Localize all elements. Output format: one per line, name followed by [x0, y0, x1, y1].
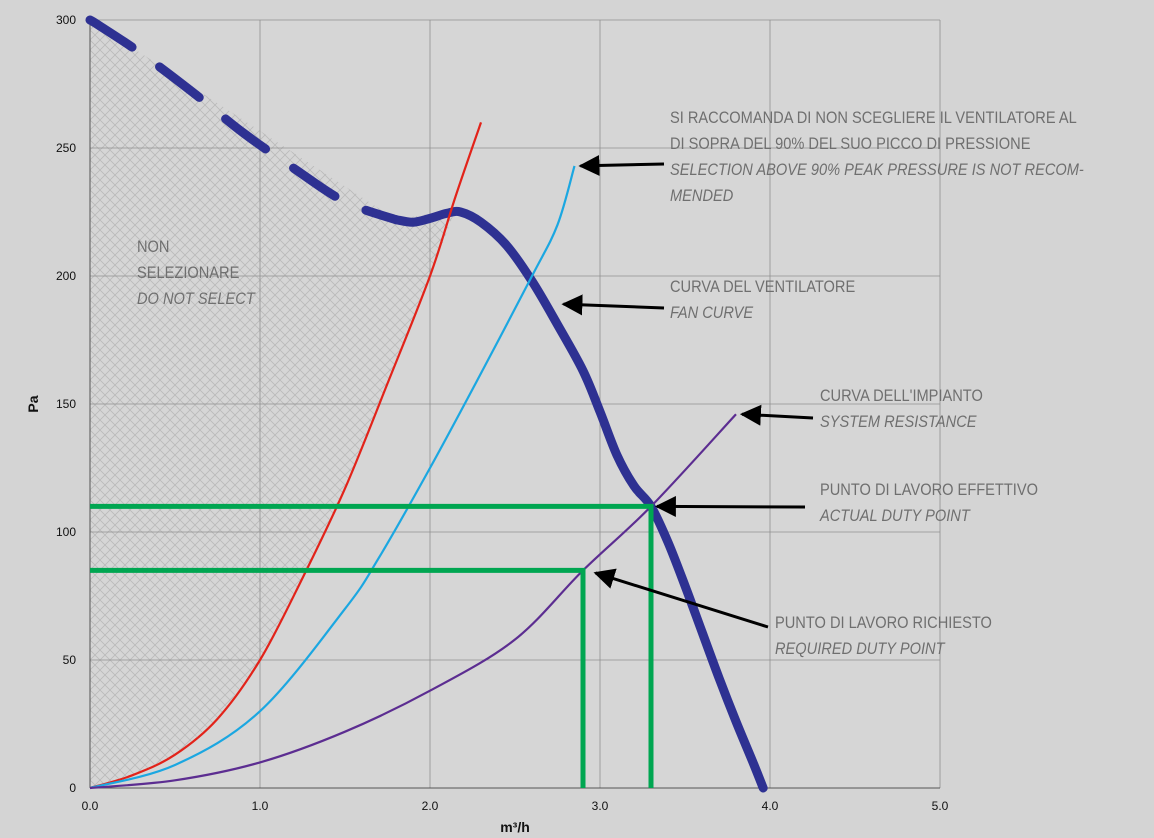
y-tick-label: 200 [56, 269, 76, 283]
x-tick-label: 2.0 [422, 799, 439, 813]
required-duty-point-line [90, 567, 586, 788]
x-axis-label: m³/h [500, 819, 530, 835]
annotation-actual-duty-point: PUNTO DI LAVORO EFFETTIVO ACTUAL DUTY PO… [820, 477, 1038, 529]
arrow-required [593, 568, 769, 629]
annotation-fan-curve: CURVA DEL VENTILATORE FAN CURVE [670, 274, 855, 326]
annotation-peak-en-line-2: MENDED [670, 186, 734, 205]
annotation-required-line: PUNTO DI LAVORO RICHIESTO [775, 613, 992, 632]
annotation-system-line: CURVA DELL'IMPIANTO [820, 386, 983, 405]
annotation-required-en: REQUIRED DUTY POINT [775, 639, 945, 658]
annotation-system-en: SYSTEM RESISTANCE [820, 412, 977, 431]
x-tick-label: 4.0 [762, 799, 779, 813]
annotation-peak-line-1: SI RACCOMANDA DI NON SCEGLIERE IL VENTIL… [670, 108, 1077, 127]
plot-area: 0.0 1.0 2.0 3.0 4.0 5.0 0 50 100 150 200 250 300 [56, 13, 949, 813]
y-tick-label: 0 [69, 781, 76, 795]
y-tick-label: 50 [63, 653, 77, 667]
annotation-noselect-en: DO NOT SELECT [137, 289, 255, 308]
annotation-fan-en: FAN CURVE [670, 303, 754, 322]
arrow-fan [561, 294, 665, 316]
y-axis-label: Pa [25, 395, 41, 412]
curve-red-line [89, 122, 483, 790]
curve-blue-line [89, 165, 576, 790]
x-tick-label: 5.0 [932, 799, 949, 813]
annotation-do-not-select: NON SELEZIONARE DO NOT SELECT [137, 234, 255, 312]
actual-duty-point-line [90, 503, 654, 788]
annotation-required-duty-point: PUNTO DI LAVORO RICHIESTO REQUIRED DUTY … [775, 610, 992, 662]
annotation-actual-en: ACTUAL DUTY POINT [820, 506, 970, 525]
arrow-actual [654, 495, 806, 517]
annotation-system-resistance: CURVA DELL'IMPIANTO SYSTEM RESISTANCE [820, 383, 983, 435]
y-tick-label: 250 [56, 141, 76, 155]
annotation-actual-line: PUNTO DI LAVORO EFFETTIVO [820, 480, 1038, 499]
y-tick-label: 100 [56, 525, 76, 539]
fan-curve-dashed-line [85, 15, 401, 225]
annotation-noselect-line-1: NON [137, 237, 170, 256]
x-tick-label: 0.0 [82, 799, 99, 813]
arrow-peak [578, 154, 665, 176]
x-tick-label: 1.0 [252, 799, 269, 813]
x-tick-label: 3.0 [592, 799, 609, 813]
annotation-noselect-line-2: SELEZIONARE [137, 263, 240, 282]
annotation-peak-line-2: DI SOPRA DEL 90% DEL SUO PICCO DI PRESSI… [670, 134, 1031, 153]
annotation-peak-en-line-1: SELECTION ABOVE 90% PEAK PRESSURE IS NOT… [670, 160, 1084, 179]
system-resistance-line [89, 413, 737, 790]
arrow-system [739, 404, 814, 426]
annotation-fan-line: CURVA DEL VENTILATORE [670, 277, 856, 296]
annotation-peak-pressure: SI RACCOMANDA DI NON SCEGLIERE IL VENTIL… [670, 105, 1084, 209]
y-tick-label: 300 [56, 13, 76, 27]
y-tick-label: 150 [56, 397, 76, 411]
